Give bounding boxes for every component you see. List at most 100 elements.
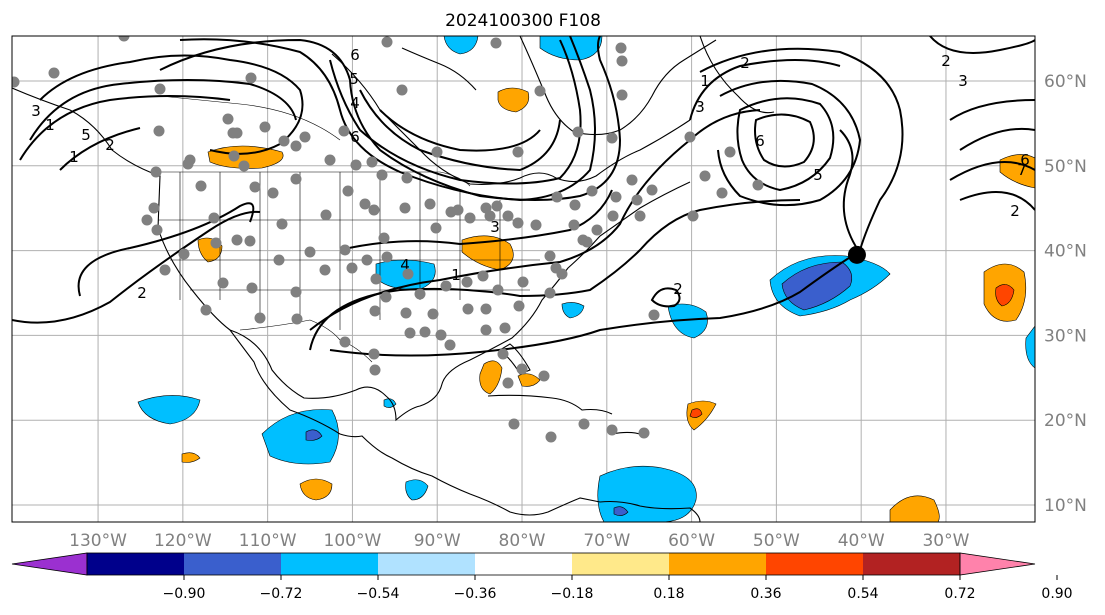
contour-value-label: 2	[1010, 202, 1020, 220]
longitude-label: 60°W	[668, 531, 715, 551]
station-dot	[615, 42, 627, 54]
colorbar-tick-label: −0.54	[357, 586, 400, 602]
station-dot	[366, 156, 378, 168]
station-dot	[545, 431, 557, 443]
contour-value-label: 3	[958, 72, 968, 90]
longitude-axis-labels: 130°W 120°W 110°W 100°W 90°W 80°W 70°W 60°W 50°W…	[69, 531, 969, 551]
station-dot	[581, 236, 593, 248]
station-dot	[370, 273, 382, 285]
station-dot	[378, 232, 390, 244]
station-dot	[634, 210, 646, 222]
strong-negative-anomaly-area	[305, 429, 323, 441]
latitude-label: 50°N	[1044, 157, 1087, 177]
colorbar-tick-label: −0.72	[260, 586, 303, 602]
contour-value-label: 2	[740, 54, 750, 72]
colorbar-segment	[475, 553, 572, 575]
station-dot	[151, 224, 163, 236]
station-dot	[572, 126, 584, 138]
station-dot	[380, 291, 392, 303]
colorbar-segment	[281, 553, 378, 575]
colorbar-tick-label: 0.36	[750, 586, 781, 602]
station-dot	[231, 234, 243, 246]
contour-value-label: 1	[451, 266, 461, 284]
contour-value-label: 5	[81, 126, 91, 144]
station-dot	[414, 288, 426, 300]
contour-value-label: 3	[31, 102, 41, 120]
strong-negative-anomaly-area	[613, 506, 629, 516]
station-dot	[464, 212, 476, 224]
station-dot	[556, 268, 568, 280]
latitude-label: 20°N	[1044, 411, 1087, 431]
station-dot	[606, 132, 618, 144]
longitude-label: 100°W	[324, 531, 382, 551]
station-dot	[369, 364, 381, 376]
colorbar-tick-label: −0.18	[551, 586, 594, 602]
contour-value-label: 6	[350, 128, 360, 146]
station-dot	[551, 191, 563, 203]
station-dot	[402, 268, 414, 280]
longitude-label: 130°W	[69, 531, 127, 551]
station-dot	[381, 36, 393, 48]
colorbar-tick-label: 0.54	[847, 586, 878, 602]
station-dot	[462, 303, 474, 315]
station-dot	[512, 217, 524, 229]
station-dot	[461, 276, 473, 288]
contour-value-label: 2	[137, 284, 147, 302]
station-dot	[267, 187, 279, 199]
strong-positive-anomaly-area	[689, 408, 703, 418]
station-dot	[724, 146, 736, 158]
contour-value-label: 3	[490, 218, 500, 236]
station-dot	[290, 173, 302, 185]
station-dot	[716, 187, 728, 199]
contour-value-label: 6	[755, 132, 765, 150]
station-dot	[244, 235, 256, 247]
station-dot	[153, 125, 165, 137]
station-dot	[544, 287, 556, 299]
station-dot	[273, 254, 285, 266]
contour-value-label: 3	[695, 98, 705, 116]
contour-value-label: 6	[1020, 151, 1030, 169]
station-markers	[12, 36, 764, 443]
contour-value-label: 5	[349, 70, 359, 88]
colorbar-high-extend	[959, 552, 1036, 576]
station-dot	[376, 169, 388, 181]
station-dot	[512, 146, 524, 158]
station-dot	[490, 37, 502, 49]
station-dot	[291, 313, 303, 325]
station-dot	[399, 202, 411, 214]
station-dot	[231, 127, 243, 139]
station-dot	[568, 219, 580, 231]
station-dot	[368, 348, 380, 360]
station-dot	[249, 181, 261, 193]
colorbar-segment	[766, 553, 863, 575]
station-dot	[452, 204, 464, 216]
latitude-axis-labels: 60°N 50°N 40°N 30°N 20°N 10°N	[1044, 72, 1087, 516]
station-dot	[12, 76, 20, 88]
station-dot	[480, 324, 492, 336]
contour-value-label: 5	[813, 166, 823, 184]
colorbar-tick-label: −0.36	[454, 586, 497, 602]
station-dot	[278, 135, 290, 147]
station-dot	[228, 150, 240, 162]
station-dot	[497, 348, 509, 360]
contour-value-label: 1	[700, 72, 710, 90]
station-dot	[430, 222, 442, 234]
longitude-label: 80°W	[499, 531, 546, 551]
station-dot	[616, 89, 628, 101]
station-dot	[492, 284, 504, 296]
station-dot	[319, 264, 331, 276]
strong-positive-anomaly-area	[995, 284, 1015, 307]
positive-anomaly-area	[497, 87, 530, 113]
station-dot	[427, 308, 439, 320]
contour-value-label: 2	[105, 136, 115, 154]
latitude-label: 10°N	[1044, 496, 1087, 516]
station-dot	[646, 184, 658, 196]
positive-anomaly-area	[299, 478, 333, 501]
station-dot	[513, 300, 525, 312]
station-dot	[626, 174, 638, 186]
positive-anomaly-area	[517, 373, 541, 387]
station-dot	[435, 329, 447, 341]
longitude-label: 90°W	[414, 531, 461, 551]
